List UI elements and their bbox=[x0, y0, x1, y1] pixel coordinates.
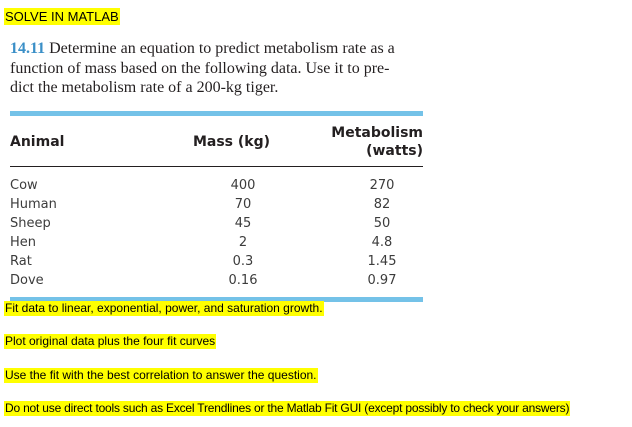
problem-text-line-2: function of mass based on the following … bbox=[10, 59, 390, 77]
table-row: Cow 400 270 bbox=[10, 167, 423, 195]
table-top-rule bbox=[10, 111, 423, 116]
heading-highlight: SOLVE IN MATLAB bbox=[4, 8, 120, 25]
cell-metabolism: 4.8 bbox=[371, 235, 393, 250]
cell-mass: 0.16 bbox=[228, 273, 258, 288]
cell-mass: 400 bbox=[230, 178, 256, 193]
problem-statement: 14.11 Determine an equation to predict m… bbox=[10, 39, 428, 98]
cell-mass: 2 bbox=[238, 235, 248, 250]
table-row: Human 70 82 bbox=[10, 195, 423, 214]
header-metabolism: Metabolism (watts) bbox=[331, 125, 423, 159]
cell-metabolism: 50 bbox=[373, 216, 391, 231]
cell-animal: Rat bbox=[10, 254, 32, 269]
table-row: Rat 0.3 1.45 bbox=[10, 252, 423, 271]
problem-text-line-1: Determine an equation to predict metabol… bbox=[49, 40, 395, 57]
cell-animal: Hen bbox=[10, 235, 37, 250]
header-mass: Mass (kg) bbox=[192, 134, 270, 150]
problem-number: 14.11 bbox=[10, 40, 46, 57]
cell-mass: 45 bbox=[234, 216, 252, 231]
cell-animal: Human bbox=[10, 197, 57, 212]
data-table: Animal Mass (kg) Metabolism (watts) Cow … bbox=[10, 116, 423, 297]
instruction-best-fit: Use the fit with the best correlation to… bbox=[4, 368, 318, 383]
header-animal: Animal bbox=[10, 134, 65, 150]
cell-metabolism: 0.97 bbox=[367, 273, 397, 288]
table-row: Dove 0.16 0.97 bbox=[10, 271, 423, 297]
table-header-rule bbox=[10, 166, 423, 167]
table-row: Sheep 45 50 bbox=[10, 214, 423, 233]
table-header-row: Animal Mass (kg) Metabolism (watts) bbox=[10, 116, 423, 166]
problem-text-line-3: dict the metabolism rate of a 200-kg tig… bbox=[10, 79, 279, 96]
table-row: Hen 2 4.8 bbox=[10, 233, 423, 252]
instruction-fit-data: Fit data to linear, exponential, power, … bbox=[4, 301, 324, 316]
instruction-no-direct-tools: Do not use direct tools such as Excel Tr… bbox=[4, 401, 571, 416]
instruction-plot-data: Plot original data plus the four fit cur… bbox=[4, 334, 217, 349]
cell-animal: Sheep bbox=[10, 216, 51, 231]
cell-mass: 70 bbox=[234, 197, 252, 212]
data-table-container: Animal Mass (kg) Metabolism (watts) Cow … bbox=[10, 111, 423, 302]
cell-metabolism: 1.45 bbox=[367, 254, 397, 269]
table-bottom-rule bbox=[10, 297, 423, 302]
cell-animal: Dove bbox=[10, 273, 44, 288]
cell-mass: 0.3 bbox=[232, 254, 254, 269]
cell-metabolism: 82 bbox=[373, 197, 391, 212]
cell-metabolism: 270 bbox=[369, 178, 395, 193]
cell-animal: Cow bbox=[10, 178, 38, 193]
